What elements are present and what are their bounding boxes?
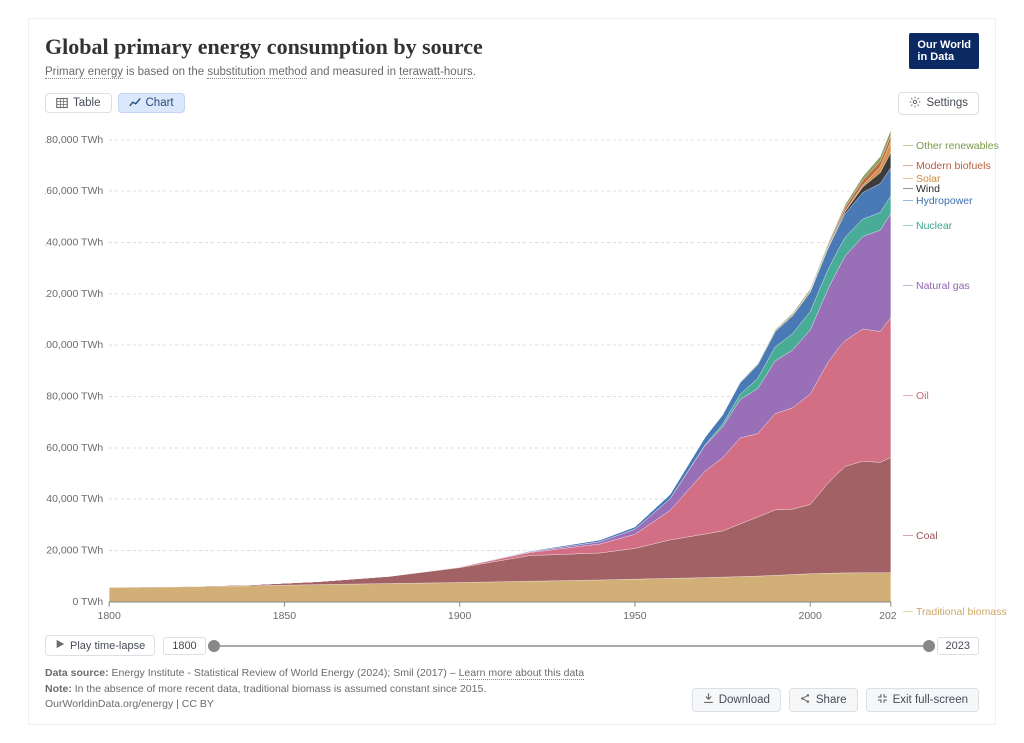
toolbar: Table Chart Settings <box>45 92 979 115</box>
header: Global primary energy consumption by sou… <box>45 33 979 80</box>
share-icon <box>800 693 811 707</box>
chart-svg-wrap: 0 TWh 20,000 TWh 40,000 TWh 60,000 TWh 80,00… <box>45 121 897 626</box>
page-subtitle: Primary energy is based on the substitut… <box>45 64 483 80</box>
subtitle-term-primary-energy[interactable]: Primary energy <box>45 66 123 79</box>
chart-frame: Global primary energy consumption by sou… <box>28 18 996 725</box>
svg-text:2000: 2000 <box>799 610 822 621</box>
svg-text:120,000 TWh: 120,000 TWh <box>45 288 103 299</box>
time-slider-row: Play time-lapse 1800 2023 <box>45 635 979 656</box>
legend-item-biofuels[interactable]: Modern biofuels <box>903 161 991 172</box>
table-icon <box>56 97 68 109</box>
view-tabs: Table Chart <box>45 93 185 113</box>
slider-start-year[interactable]: 1800 <box>163 637 205 655</box>
time-slider[interactable] <box>214 641 929 651</box>
tab-table[interactable]: Table <box>45 93 112 113</box>
settings-button[interactable]: Settings <box>898 92 979 115</box>
subtitle-term-terawatt-hours[interactable]: terawatt-hours <box>399 66 473 79</box>
svg-text:140,000 TWh: 140,000 TWh <box>45 237 103 248</box>
download-icon <box>703 693 714 707</box>
svg-text:20,000 TWh: 20,000 TWh <box>46 545 103 556</box>
owid-logo[interactable]: Our World in Data <box>909 33 979 69</box>
svg-text:1900: 1900 <box>448 610 471 621</box>
legend-item-natural_gas[interactable]: Natural gas <box>903 281 970 292</box>
slider-thumb-end[interactable] <box>923 640 935 652</box>
chart-zone: 0 TWh 20,000 TWh 40,000 TWh 60,000 TWh 80,00… <box>45 121 979 626</box>
legend-item-oil[interactable]: Oil <box>903 391 929 402</box>
legend-item-nuclear[interactable]: Nuclear <box>903 221 952 232</box>
svg-text:2023: 2023 <box>879 610 897 621</box>
svg-text:1800: 1800 <box>98 610 121 621</box>
page-title: Global primary energy consumption by sou… <box>45 33 483 61</box>
legend-item-trad_biomass[interactable]: Traditional biomass <box>903 607 1007 618</box>
legend-item-coal[interactable]: Coal <box>903 531 938 542</box>
share-button[interactable]: Share <box>789 688 858 712</box>
svg-text:80,000 TWh: 80,000 TWh <box>46 391 103 402</box>
footer: Data source: Energy Institute - Statisti… <box>45 666 979 712</box>
subtitle-term-substitution-method[interactable]: substitution method <box>207 66 307 79</box>
slider-track <box>214 645 929 647</box>
stacked-area-chart[interactable]: 0 TWh 20,000 TWh 40,000 TWh 60,000 TWh 80,00… <box>45 121 897 626</box>
svg-text:180,000 TWh: 180,000 TWh <box>45 134 103 145</box>
slider-end-year[interactable]: 2023 <box>937 637 979 655</box>
footer-buttons: Download Share Exit full-screen <box>692 688 979 712</box>
title-block: Global primary energy consumption by sou… <box>45 33 483 80</box>
learn-more-link[interactable]: Learn more about this data <box>459 667 585 680</box>
gear-icon <box>909 96 921 111</box>
svg-text:40,000 TWh: 40,000 TWh <box>46 494 103 505</box>
legend-item-wind[interactable]: Wind <box>903 184 940 195</box>
svg-text:1850: 1850 <box>273 610 296 621</box>
slider-thumb-start[interactable] <box>208 640 220 652</box>
legend-item-hydropower[interactable]: Hydropower <box>903 196 973 207</box>
svg-text:160,000 TWh: 160,000 TWh <box>45 186 103 197</box>
play-time-lapse-button[interactable]: Play time-lapse <box>45 635 155 656</box>
compress-icon <box>877 693 888 707</box>
footer-meta: Data source: Energy Institute - Statisti… <box>45 666 584 712</box>
legend-item-other_ren[interactable]: Other renewables <box>903 141 999 152</box>
chart-icon <box>129 97 141 109</box>
tab-chart[interactable]: Chart <box>118 93 185 113</box>
svg-text:1950: 1950 <box>623 610 646 621</box>
download-button[interactable]: Download <box>692 688 781 712</box>
svg-text:0 TWh: 0 TWh <box>72 596 103 607</box>
play-icon <box>55 639 65 652</box>
svg-text:100,000 TWh: 100,000 TWh <box>45 340 103 351</box>
svg-text:60,000 TWh: 60,000 TWh <box>46 442 103 453</box>
legend: Other renewablesModern biofuelsSolarWind… <box>897 121 979 626</box>
exit-fullscreen-button[interactable]: Exit full-screen <box>866 688 979 712</box>
